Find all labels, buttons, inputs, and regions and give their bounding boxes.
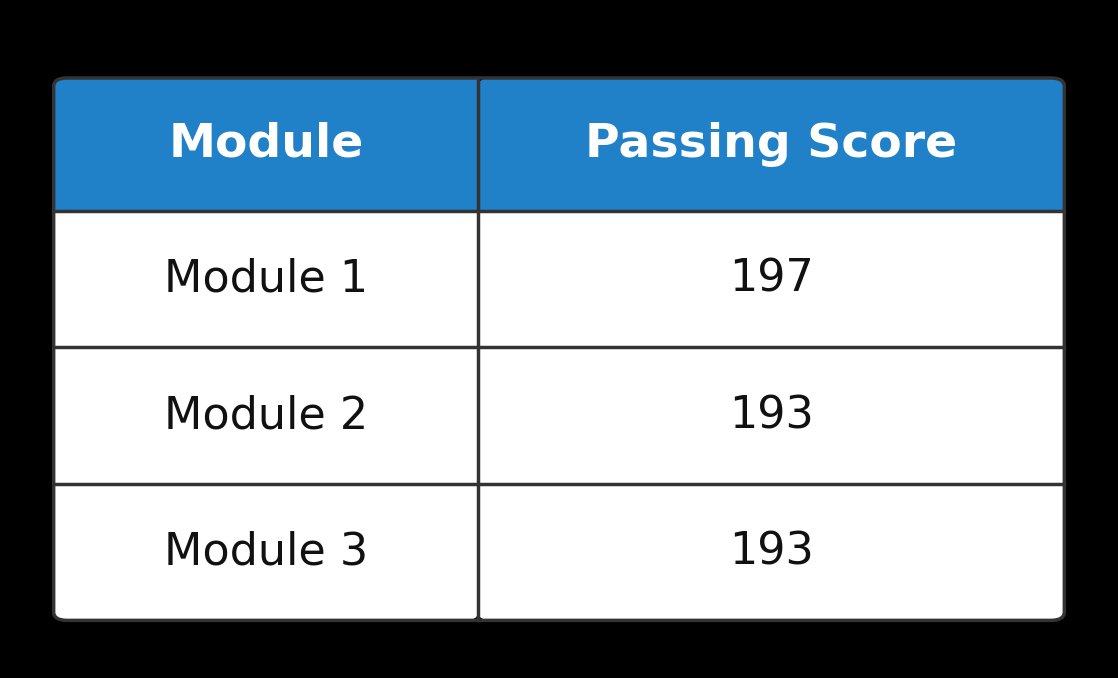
FancyBboxPatch shape [67,78,479,211]
FancyBboxPatch shape [54,484,479,620]
Text: 193: 193 [729,394,814,437]
Text: Passing Score: Passing Score [585,122,957,167]
FancyBboxPatch shape [479,484,1064,620]
FancyBboxPatch shape [54,78,479,211]
Bar [54,171,479,211]
Text: Module 3: Module 3 [163,531,368,574]
Text: Module 2: Module 2 [163,394,368,437]
Text: 193: 193 [729,531,814,574]
FancyBboxPatch shape [479,78,1064,211]
Text: Module 1: Module 1 [164,258,368,300]
Bar [479,171,1064,211]
Text: Module: Module [169,122,363,167]
Bar [479,211,1064,347]
Bar [54,211,479,347]
Bar [54,484,479,580]
Bar [54,347,479,484]
Bar [479,484,1064,580]
Bar [479,347,1064,484]
Text: 197: 197 [729,258,814,300]
